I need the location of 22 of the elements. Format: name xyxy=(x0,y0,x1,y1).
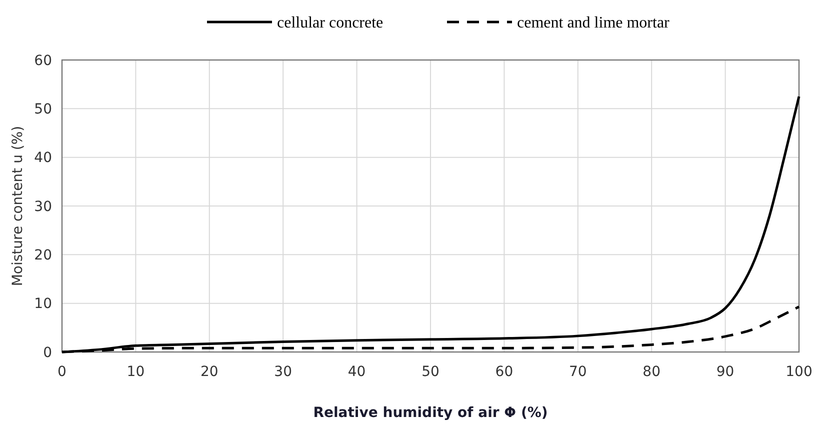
x-tick-label: 70 xyxy=(568,364,587,380)
x-tick-label: 90 xyxy=(716,364,734,380)
x-tick-label: 50 xyxy=(422,364,440,380)
legend-label: cement and lime mortar xyxy=(517,14,670,32)
legend-label: cellular concrete xyxy=(277,14,384,32)
y-axis-title: Moisture content u (%) xyxy=(10,126,26,286)
x-tick-label: 60 xyxy=(495,364,514,380)
y-tick-label: 20 xyxy=(34,248,52,264)
y-tick-label: 10 xyxy=(34,296,52,312)
y-tick-label: 40 xyxy=(34,150,52,166)
x-tick-label: 20 xyxy=(200,364,218,380)
x-tick-label: 100 xyxy=(786,364,812,380)
x-tick-label: 80 xyxy=(642,364,661,380)
x-tick-label: 40 xyxy=(348,364,366,380)
x-axis-title: Relative humidity of air Φ (%) xyxy=(313,405,548,421)
y-tick-label: 50 xyxy=(34,102,52,118)
y-tick-label: 0 xyxy=(43,344,52,361)
x-tick-label: 30 xyxy=(274,364,292,380)
x-tick-label: 0 xyxy=(58,364,66,380)
y-tick-label: 30 xyxy=(34,198,52,215)
x-tick-label: 10 xyxy=(126,364,145,380)
y-tick-label: 60 xyxy=(34,52,52,69)
